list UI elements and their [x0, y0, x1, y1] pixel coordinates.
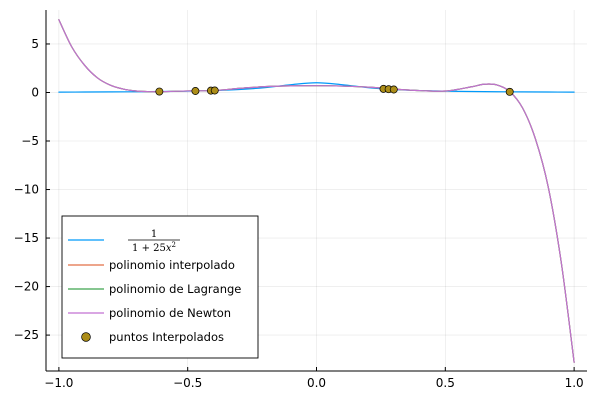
y-tick-label: −15	[14, 231, 39, 245]
axes: −1.0 −0.5 0.0 0.5 1.0 5 0 −5 −10 −15 −20 −25	[14, 10, 587, 390]
data-point	[389, 85, 398, 94]
legend-label-formula: 11 + 25x2	[128, 229, 180, 254]
series-layer	[58, 19, 575, 363]
y-tick-label: −10	[14, 183, 39, 197]
x-tick-label: 0.0	[307, 376, 326, 390]
legend-label: polinomio de Newton	[109, 306, 231, 320]
legend-swatch-marker	[81, 332, 91, 342]
legend-formula-numerator: 1	[151, 229, 157, 240]
y-tick-label: 5	[31, 37, 39, 51]
series-line-3	[58, 19, 575, 363]
legend-label: polinomio de Lagrange	[109, 282, 241, 296]
data-point	[210, 86, 219, 95]
legend: 11 + 25x2 polinomio interpolado polinomio …	[61, 215, 259, 359]
points-layer	[155, 84, 514, 96]
x-tick-label: 0.5	[436, 376, 455, 390]
x-tick-label: −1.0	[44, 376, 73, 390]
data-point	[155, 87, 164, 96]
legend-label: polinomio interpolado	[109, 258, 235, 272]
data-point	[505, 87, 514, 96]
y-tick-label: −5	[21, 134, 39, 148]
y-tick-label: −20	[14, 280, 39, 294]
legend-label: puntos Interpolados	[109, 330, 224, 344]
data-point	[191, 87, 200, 95]
grid	[46, 10, 587, 371]
y-tick-label: 0	[31, 85, 39, 99]
legend-formula-denominator: 1 + 25x2	[132, 241, 176, 254]
y-tick-label: −25	[14, 328, 39, 342]
x-tick-label: 1.0	[565, 376, 584, 390]
x-tick-label: −0.5	[173, 376, 202, 390]
